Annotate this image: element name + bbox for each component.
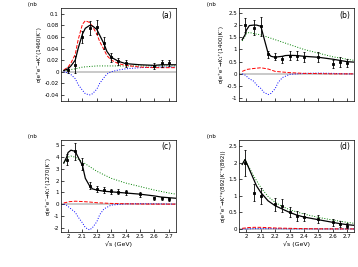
Text: (d): (d) xyxy=(339,142,350,151)
Text: (a): (a) xyxy=(161,11,172,20)
Y-axis label: σ(e⁺e⁻→K₁⁺(1270)K⁻): σ(e⁺e⁻→K₁⁺(1270)K⁻) xyxy=(45,157,50,215)
Y-axis label: σ(e⁺e⁻→K⁺(1460)K⁻): σ(e⁺e⁻→K⁺(1460)K⁻) xyxy=(37,26,42,82)
Text: (c): (c) xyxy=(161,142,171,151)
Text: (b): (b) xyxy=(339,11,350,20)
Y-axis label: σ(e⁺e⁻→K₁⁺(1400)K⁻): σ(e⁺e⁻→K₁⁺(1400)K⁻) xyxy=(218,25,224,83)
X-axis label: √s (GeV): √s (GeV) xyxy=(105,241,132,248)
Text: (nb: (nb xyxy=(26,2,37,7)
X-axis label: √s (GeV): √s (GeV) xyxy=(284,241,310,248)
Y-axis label: σ(e⁺e⁻→K⁺*(892)K⁻*(892)): σ(e⁺e⁻→K⁺*(892)K⁻*(892)) xyxy=(221,150,226,222)
Text: (nb: (nb xyxy=(205,2,216,7)
Text: (nb: (nb xyxy=(26,134,37,139)
Text: (nb: (nb xyxy=(205,134,216,139)
